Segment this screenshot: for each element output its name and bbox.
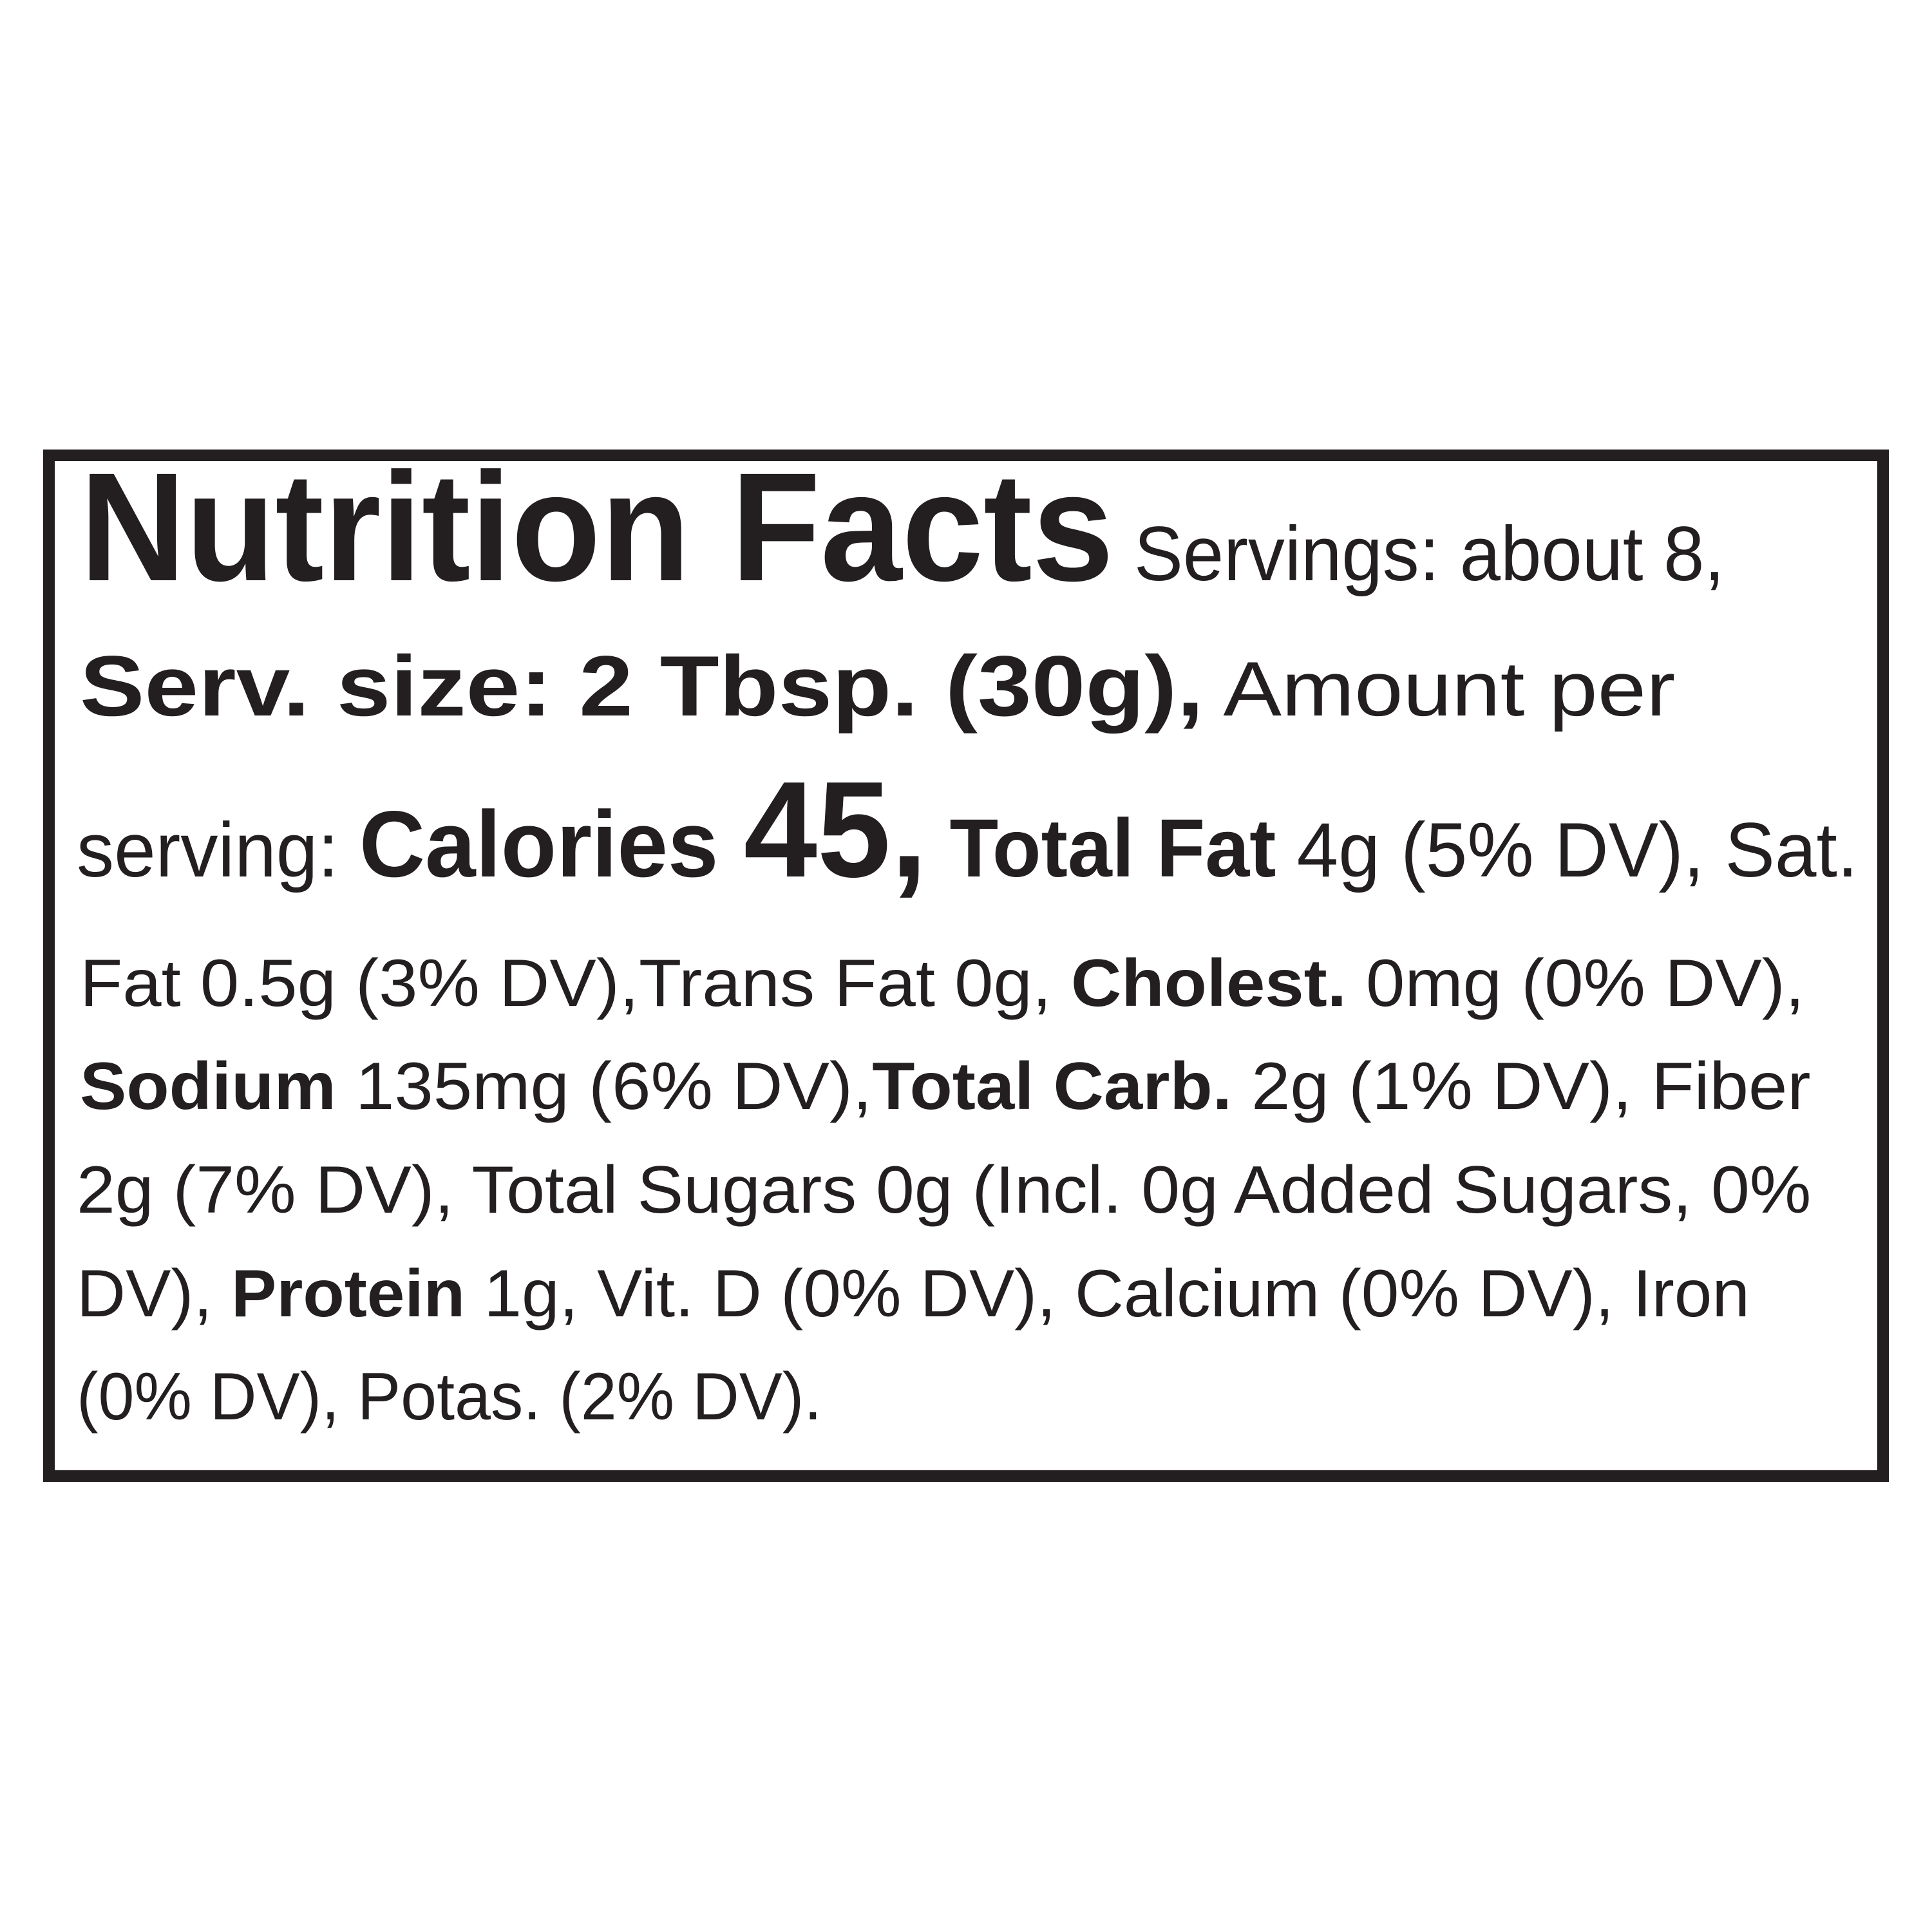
nutrient-text: Amount per — [1204, 646, 1676, 733]
label-line-4: Fat 0.5g (3% DV),Trans Fat 0g, Cholest. … — [80, 950, 1804, 1017]
nutrient-text: 2g (7% DV), Total Sugars 0g (Incl. 0g Ad… — [77, 1153, 1812, 1228]
nutrient-heading: Protein — [231, 1256, 466, 1332]
nutrient-text: 4g (5% DV), Sat. — [1276, 807, 1859, 894]
nutrient-text: 2g (1% DV), Fiber — [1231, 1049, 1811, 1124]
nutrition-facts-box — [43, 450, 1889, 1482]
nutrient-text: serving: — [77, 807, 359, 894]
nutrient-heading: Nutrition Facts — [80, 440, 1114, 613]
nutrient-text: DV), — [77, 1256, 232, 1332]
label-line-3: serving: Calories 45, Total Fat 4g (5% D… — [77, 761, 1858, 898]
nutrient-text: 1g, Vit. D (0% DV), Calcium (0% DV), Iro… — [465, 1256, 1750, 1332]
label-line-1: Nutrition Facts Servings: about 8, — [80, 450, 1725, 604]
nutrient-heading: Calories — [359, 791, 744, 897]
nutrient-text: Servings: about 8, — [1113, 511, 1725, 597]
label-line-6: 2g (7% DV), Total Sugars 0g (Incl. 0g Ad… — [77, 1157, 1811, 1224]
nutrient-text: Fat 0.5g (3% DV),Trans Fat 0g, — [80, 946, 1072, 1021]
nutrient-text: 135mg (6% DV), — [336, 1049, 873, 1124]
nutrient-heading: Cholest. — [1071, 946, 1347, 1021]
nutrient-heading: Total Carb. — [872, 1049, 1232, 1124]
nutrient-heading: Serv. size: 2 Tbsp. (30g), — [80, 639, 1204, 735]
nutrient-heading: 45, — [743, 753, 928, 906]
nutrient-text: 0mg (0% DV), — [1346, 946, 1805, 1021]
label-line-2: Serv. size: 2 Tbsp. (30g), Amount per — [80, 644, 1675, 730]
label-line-8: (0% DV), Potas. (2% DV). — [77, 1363, 822, 1430]
nutrient-heading: Sodium — [80, 1049, 336, 1124]
nutrient-text: (0% DV), Potas. (2% DV). — [77, 1359, 822, 1435]
nutrient-heading: Total Fat — [927, 802, 1276, 895]
label-line-7: DV), Protein 1g, Vit. D (0% DV), Calcium… — [77, 1260, 1750, 1327]
label-line-5: Sodium 135mg (6% DV), Total Carb. 2g (1% … — [80, 1053, 1811, 1120]
